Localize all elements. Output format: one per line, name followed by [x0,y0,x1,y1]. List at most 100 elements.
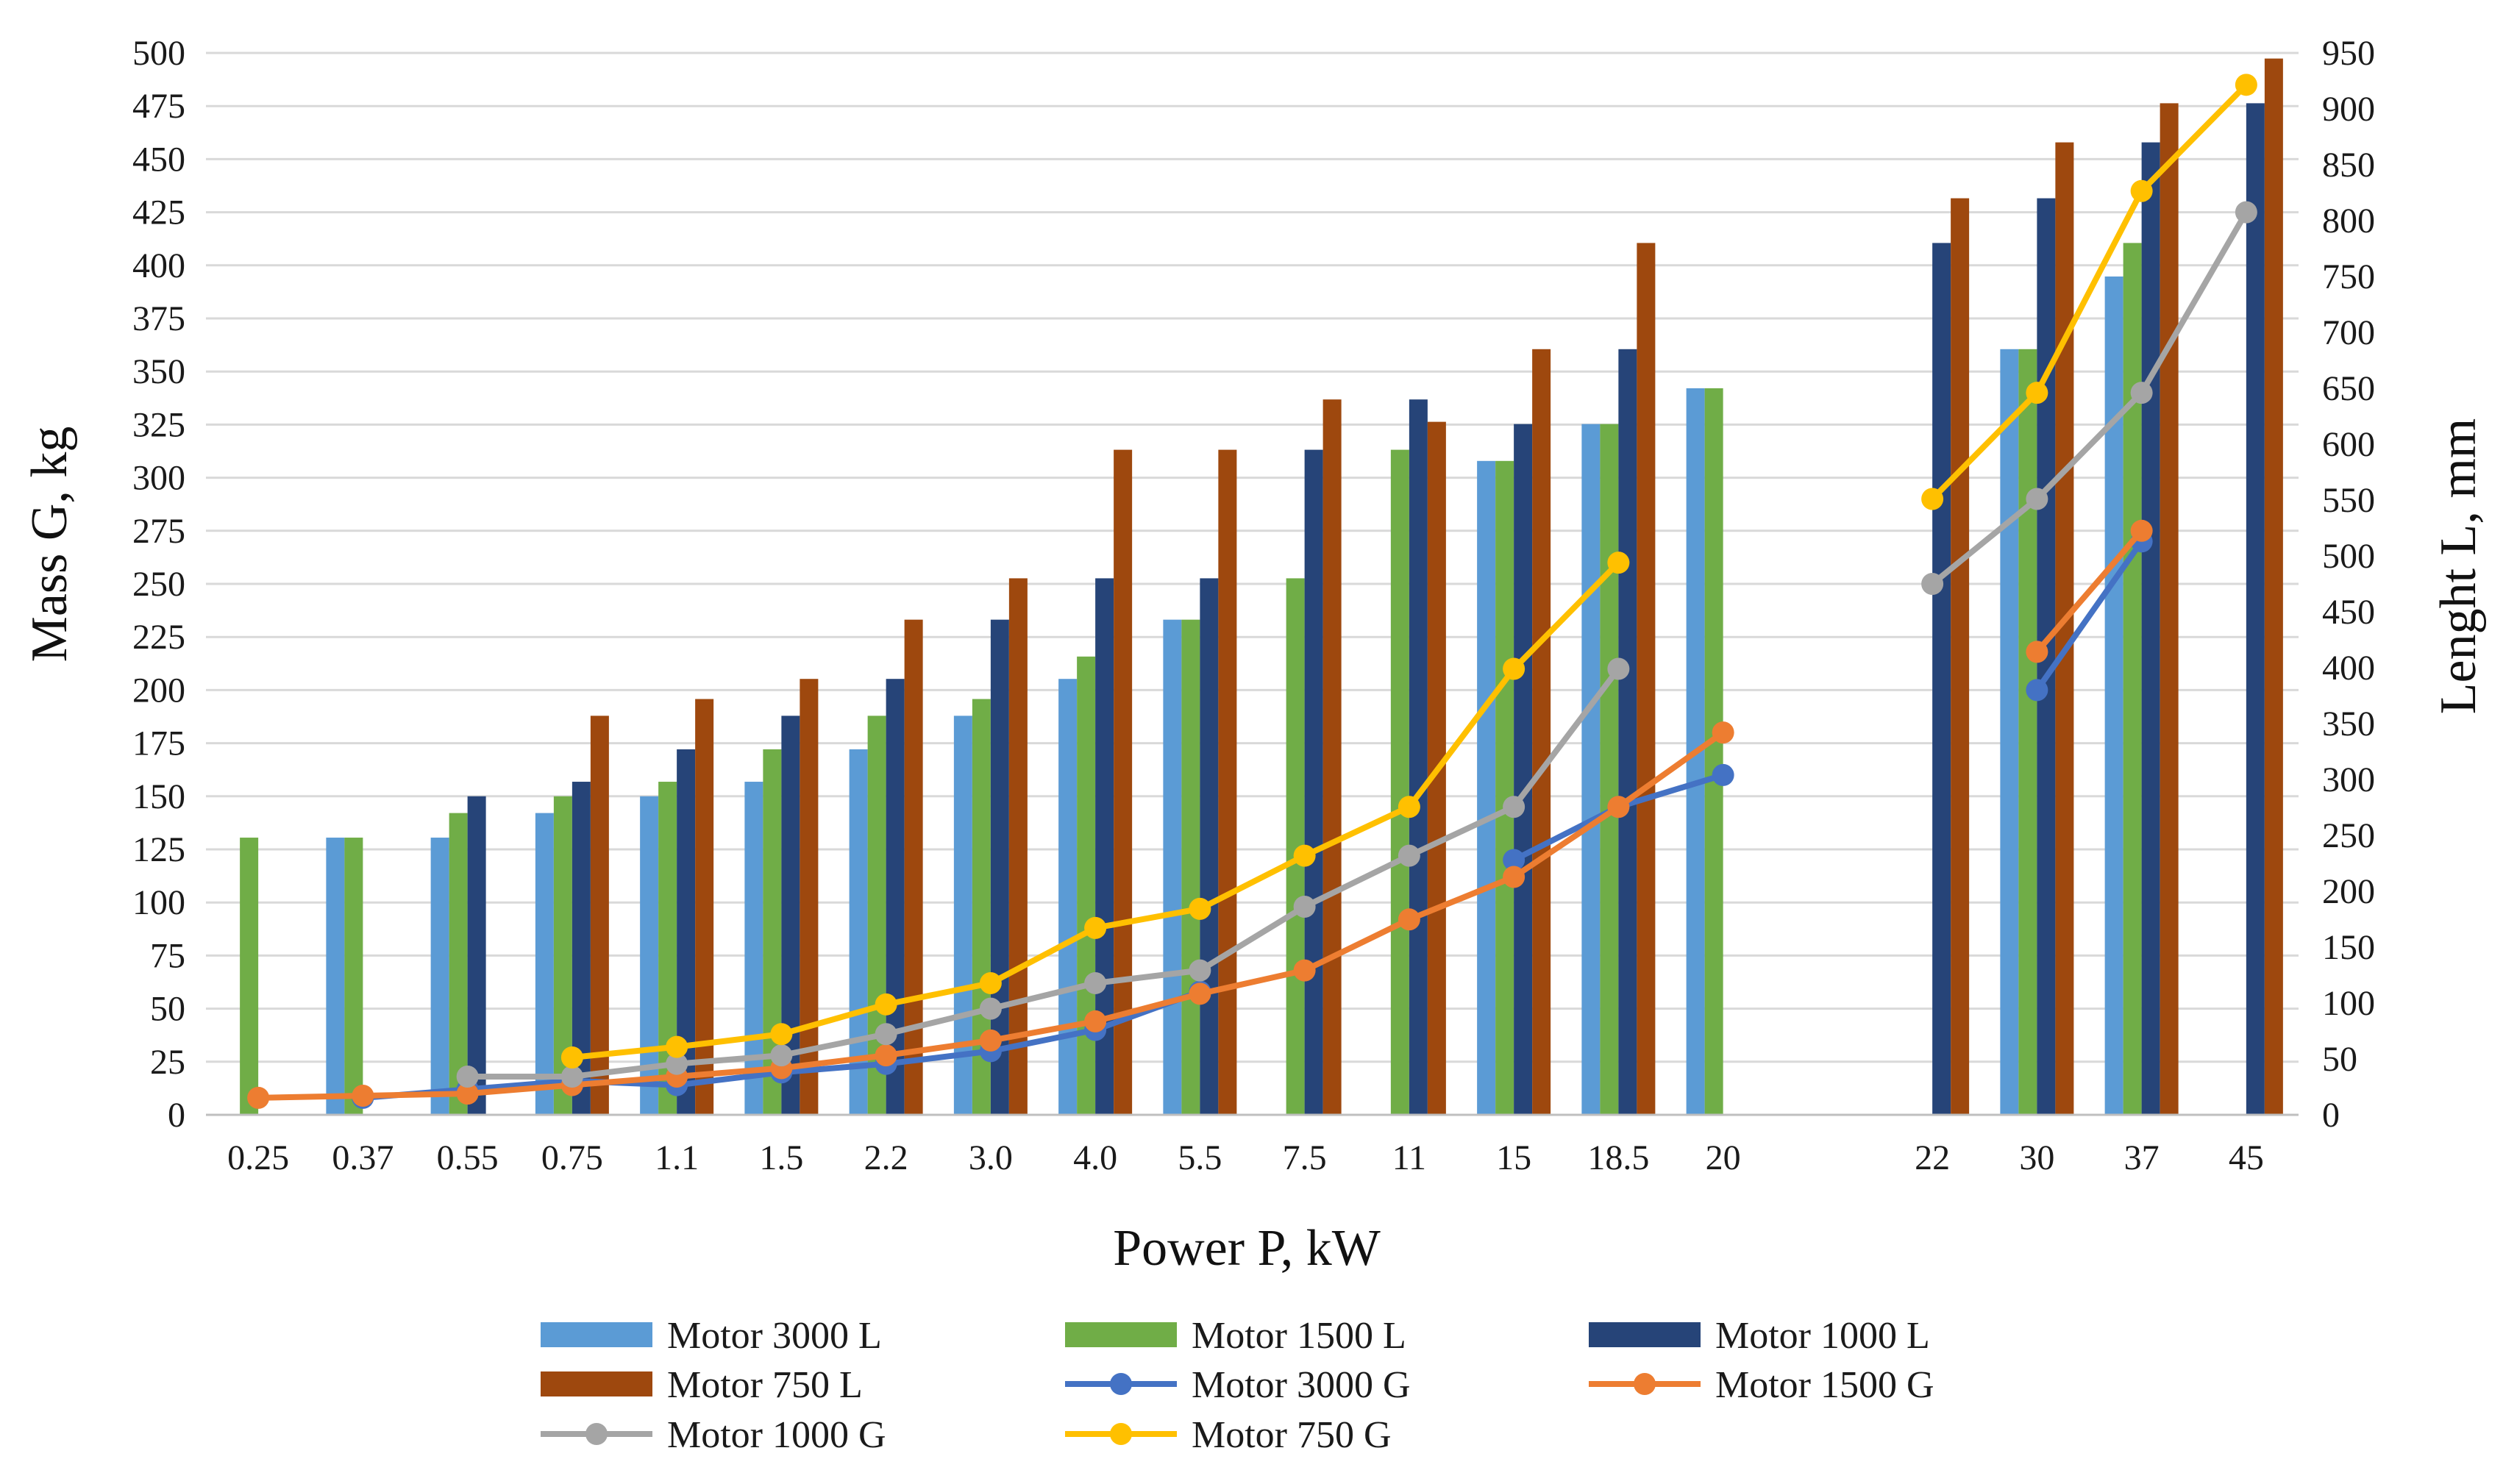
bar [1637,243,1656,1115]
legend-marker [585,1423,608,1445]
data-point [2235,201,2257,224]
data-point [560,1066,583,1088]
right-tick-label: 950 [2322,34,2375,73]
x-tick-label: 37 [2124,1138,2160,1177]
legend-item: Motor 3000 G [1065,1364,1411,1406]
data-point [1189,959,1211,982]
series-line [464,666,1622,1080]
data-point [1607,657,1630,680]
data-point [770,1044,793,1067]
bar [2246,103,2265,1115]
x-tick-label: 18.5 [1587,1138,1649,1177]
bar [695,699,714,1115]
data-point [1398,844,1420,867]
data-point [2130,382,2153,404]
right-tick-label: 650 [2322,369,2375,408]
data-point [247,1086,270,1109]
legend-item: Motor 1000 G [541,1414,886,1456]
bar [1581,424,1601,1115]
legend-label: Motor 3000 G [1192,1364,1411,1406]
bar [240,838,259,1115]
right-tick-label: 450 [2322,593,2375,632]
bar [904,619,923,1115]
bar [344,838,363,1115]
legend-item: Motor 1500 L [1065,1315,1406,1357]
data-point [875,993,897,1016]
bar [1058,679,1078,1115]
legend-item: Motor 750 L [541,1364,863,1406]
bar [449,813,468,1115]
series-line [2034,538,2145,693]
right-axis-title: Lenght L, mm [2430,418,2487,714]
bar [953,716,972,1115]
right-tick-label: 0 [2322,1096,2340,1135]
legend-item: Motor 1500 G [1589,1364,1934,1406]
series-line [2034,527,2145,655]
data-point [560,1046,583,1069]
data-point [456,1082,479,1105]
data-point [2026,641,2048,663]
left-tick-label: 50 [150,990,185,1029]
bar [1304,449,1323,1115]
bar [1704,388,1723,1115]
x-tick-label: 3.0 [969,1138,1013,1177]
data-point [875,1044,897,1067]
bar [1322,399,1342,1115]
x-tick-label: 1.5 [759,1138,803,1177]
bar [2123,243,2142,1115]
legend-item: Motor 1000 L [1589,1315,1930,1357]
right-tick-label: 550 [2322,481,2375,520]
left-tick-label: 75 [150,936,185,975]
data-point [1921,573,1944,595]
left-tick-label: 275 [132,512,185,551]
right-tick-label: 600 [2322,425,2375,464]
data-point [875,1023,897,1046]
legend-swatch [1589,1322,1701,1347]
x-tick-label: 2.2 [864,1138,908,1177]
x-tick-label: 45 [2229,1138,2264,1177]
x-tick-label: 5.5 [1178,1138,1222,1177]
legend-item: Motor 750 G [1065,1414,1392,1456]
bar [1114,449,1133,1115]
left-tick-label: 175 [132,724,185,763]
right-axis-ticks: 0 50 100 150 200 250 300 350 400 450 500 550 600 650 7… [2322,34,2375,1135]
data-point [1189,982,1211,1005]
data-point [2026,679,2048,702]
bar [640,796,659,1115]
data-point [1398,796,1420,818]
bar [2160,103,2179,1115]
x-tick-label: 0.37 [332,1138,394,1177]
x-tick-label: 15 [1496,1138,1531,1177]
legend-marker [1110,1373,1132,1395]
data-point [2026,382,2048,404]
bar [1218,449,1237,1115]
legend-item: Motor 3000 L [541,1315,882,1357]
left-tick-label: 400 [132,246,185,285]
legend-label: Motor 750 L [667,1364,863,1406]
legend-label: Motor 1500 L [1192,1315,1406,1357]
bar [800,679,819,1115]
legend-label: Motor 1000 G [667,1414,886,1456]
legend-swatch [541,1371,652,1396]
legend: Motor 3000 L Motor 1500 L Motor 1000 L Moto… [541,1315,1934,1456]
data-point [1921,488,1944,510]
left-axis-title: Mass G, kg [21,427,78,663]
bar [1390,449,1409,1115]
left-tick-label: 350 [132,352,185,391]
data-point [1084,1010,1107,1032]
x-axis-ticks: 0.25 0.37 0.55 0.75 1.1 1.5 2.2 3.0 4.0 5.5 7.5 11 1… [227,1138,2264,1177]
data-point [2130,179,2153,202]
bar [849,749,868,1115]
left-axis-ticks: 0 25 50 75 100 125 150 175 200 225 250 275 300 325 350… [132,34,185,1135]
left-tick-label: 125 [132,830,185,869]
left-tick-label: 200 [132,671,185,710]
data-point [1293,844,1316,867]
data-point [1293,895,1316,918]
bar [744,782,763,1115]
bar [1618,349,1637,1115]
series-line [1929,209,2249,587]
left-tick-label: 150 [132,777,185,816]
bar [1181,619,1200,1115]
